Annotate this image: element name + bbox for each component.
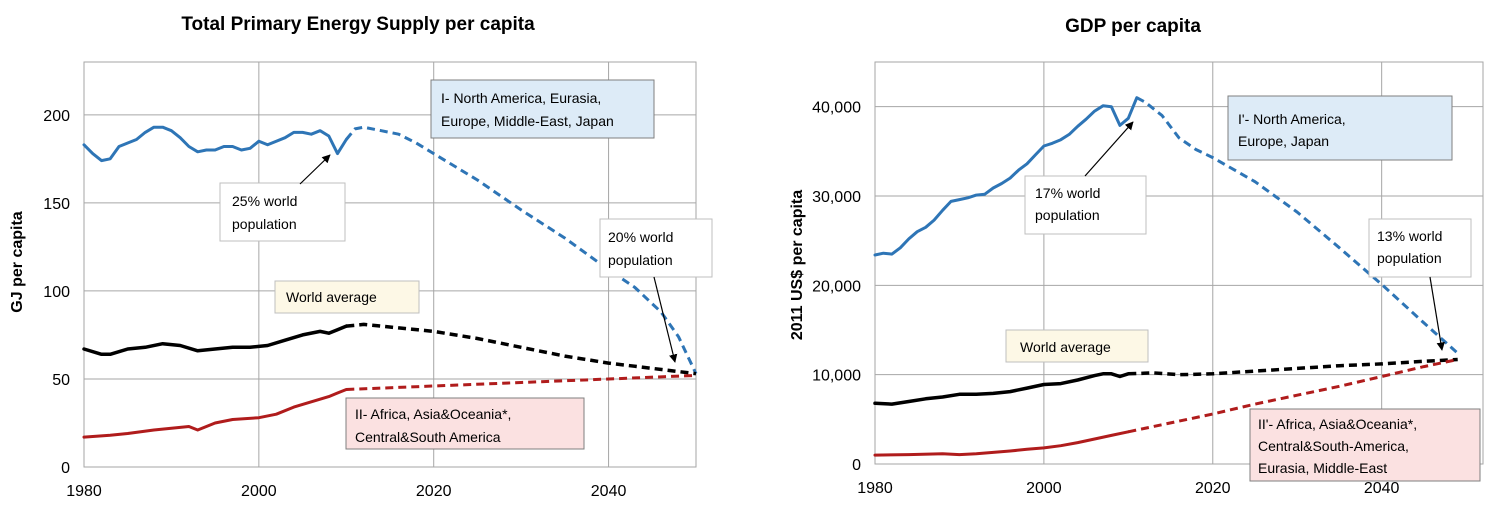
chart-title: GDP per capita bbox=[1065, 16, 1201, 37]
y-tick-label: 0 bbox=[852, 457, 861, 474]
region-i-line-1: I'- North America, bbox=[1238, 111, 1346, 127]
x-tick-label: 2040 bbox=[1364, 480, 1400, 497]
population-now-line-1: 25% world bbox=[232, 193, 297, 209]
region-ii-line-2: Central&South-America, bbox=[1258, 438, 1409, 454]
series-line-1-dashed bbox=[345, 125, 698, 375]
x-tick-label: 2000 bbox=[241, 483, 277, 500]
y-tick-label: 40,000 bbox=[812, 100, 861, 117]
series-line-3-dashed bbox=[346, 322, 697, 376]
population-future-box: 13% world population bbox=[1368, 218, 1472, 278]
y-tick-label: 0 bbox=[61, 460, 70, 477]
series-line-4-solid bbox=[82, 388, 348, 439]
region-ii-box: II- Africa, Asia&Oceania*, Central&South… bbox=[345, 397, 585, 450]
x-tick-label: 2040 bbox=[591, 483, 627, 500]
gdp-chart: GDP per capita 2011 US$ per capita 1980 2… bbox=[789, 16, 1484, 497]
x-tick-label: 1980 bbox=[66, 483, 102, 500]
region-i-box: I- North America, Eurasia, Europe, Middl… bbox=[430, 79, 655, 139]
world-average-label: World average bbox=[286, 289, 377, 305]
region-i-line-1: I- North America, Eurasia, bbox=[441, 90, 601, 106]
population-future-box: 20% world population bbox=[599, 218, 713, 278]
x-tick-label: 1980 bbox=[857, 480, 893, 497]
series-line-5-dashed bbox=[346, 373, 697, 391]
population-now-box: 17% world population bbox=[1024, 175, 1147, 235]
population-future-line-2: population bbox=[608, 252, 673, 268]
series-line-2-solid bbox=[873, 372, 1131, 406]
series-line-0-solid bbox=[873, 96, 1139, 257]
y-tick-label: 150 bbox=[43, 196, 70, 213]
population-future-arrow bbox=[1429, 276, 1445, 351]
y-tick-label: 200 bbox=[43, 108, 70, 125]
series-line-2-solid bbox=[82, 324, 349, 357]
series-line-4-solid bbox=[873, 430, 1130, 457]
world-average-label: World average bbox=[1020, 339, 1111, 355]
region-ii-box: II'- Africa, Asia&Oceania*, Central&Sout… bbox=[1249, 408, 1481, 482]
region-i-box: I'- North America, Europe, Japan bbox=[1227, 95, 1453, 161]
world-average-box: World average bbox=[274, 280, 420, 314]
chart-title: Total Primary Energy Supply per capita bbox=[181, 14, 535, 35]
region-i-line-2: Europe, Middle-East, Japan bbox=[441, 113, 614, 129]
region-ii-line-2: Central&South America bbox=[355, 429, 501, 445]
series-line-3-dashed bbox=[1128, 357, 1458, 377]
region-ii-line-3: Eurasia, Middle-East bbox=[1258, 460, 1387, 476]
population-now-line-2: population bbox=[1035, 207, 1100, 223]
series-line-0-solid bbox=[82, 125, 348, 163]
population-now-line-2: population bbox=[232, 216, 297, 232]
y-tick-label: 30,000 bbox=[812, 189, 861, 206]
population-now-arrow bbox=[299, 154, 331, 185]
population-future-line-1: 13% world bbox=[1377, 228, 1442, 244]
population-future-line-2: population bbox=[1377, 250, 1442, 266]
population-future-line-1: 20% world bbox=[608, 229, 673, 245]
population-now-line-1: 17% world bbox=[1035, 185, 1100, 201]
region-ii-line-1: II- Africa, Asia&Oceania*, bbox=[355, 406, 511, 422]
y-tick-label: 20,000 bbox=[812, 278, 861, 295]
y-axis-title: GJ per capita bbox=[9, 211, 26, 312]
region-i-line-2: Europe, Japan bbox=[1238, 133, 1329, 149]
y-axis-title: 2011 US$ per capita bbox=[789, 190, 806, 340]
y-tick-label: 10,000 bbox=[812, 368, 861, 385]
energy-chart: Total Primary Energy Supply per capita G… bbox=[9, 14, 713, 500]
population-now-arrow bbox=[1084, 121, 1134, 177]
x-tick-label: 2020 bbox=[1195, 480, 1231, 497]
population-future-arrow bbox=[653, 276, 678, 363]
x-tick-label: 2020 bbox=[416, 483, 452, 500]
y-tick-label: 50 bbox=[52, 372, 70, 389]
population-now-box: 25% world population bbox=[219, 182, 346, 242]
series-line-1-dashed bbox=[1136, 96, 1459, 355]
world-average-box: World average bbox=[1005, 329, 1149, 363]
y-tick-label: 100 bbox=[43, 284, 70, 301]
x-tick-label: 2000 bbox=[1026, 480, 1062, 497]
region-ii-line-1: II'- Africa, Asia&Oceania*, bbox=[1258, 416, 1417, 432]
series-line-5-dashed bbox=[1127, 358, 1459, 434]
